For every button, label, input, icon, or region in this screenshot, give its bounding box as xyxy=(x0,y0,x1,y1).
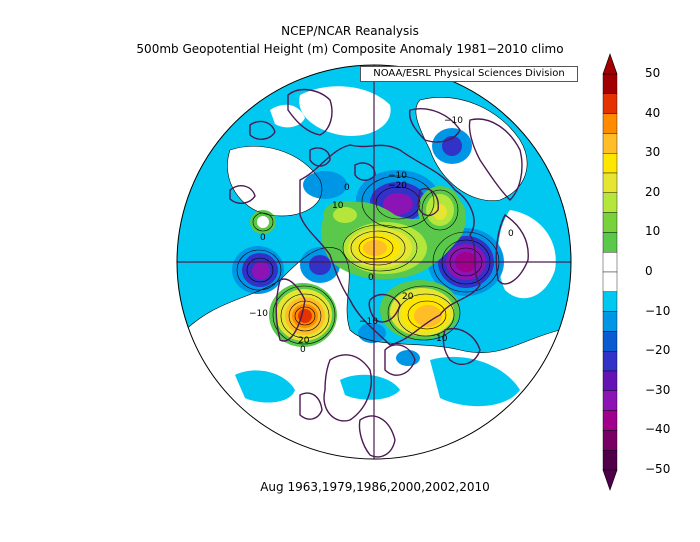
colorbar-cell xyxy=(602,271,618,292)
colorbar-cell xyxy=(602,351,618,372)
credit-box: NOAA/ESRL Physical Sciences Division xyxy=(360,66,578,82)
contour-label: 0 xyxy=(344,183,350,193)
neutral-region xyxy=(498,210,556,299)
negative-region xyxy=(340,374,400,400)
colorbar-cell xyxy=(602,331,618,352)
neutral-region xyxy=(227,146,322,216)
colorbar-bottom-arrow xyxy=(602,469,618,491)
date-label: Aug 1963,1979,1986,2000,2002,2010 xyxy=(260,480,490,494)
contour-label: −10 xyxy=(359,317,378,327)
colorbar-top-arrow xyxy=(602,53,618,75)
colorbar-tick-label: 20 xyxy=(645,184,661,199)
colorbar-cell xyxy=(602,93,618,114)
colorbar-tick-label: −50 xyxy=(645,462,671,476)
colorbar-cell xyxy=(602,212,618,233)
colorbar-tick-label: 0 xyxy=(645,264,653,278)
contour-label: 10 xyxy=(332,201,344,211)
high-anomaly-siberia xyxy=(380,280,460,340)
negative-region xyxy=(430,356,520,407)
colorbar-cell xyxy=(602,370,618,391)
contour-label: 0 xyxy=(260,233,266,243)
colorbar-tick-label: 40 xyxy=(645,105,661,120)
contour-label: −10 xyxy=(388,171,407,181)
colorbar-cell xyxy=(602,311,618,332)
colorbar-tick-label: 30 xyxy=(645,145,661,160)
colorbar-tick-label: 10 xyxy=(645,224,661,239)
colorbar-tick-label: −30 xyxy=(645,382,671,397)
contour-label: 20 xyxy=(402,292,414,302)
colorbar-tick-label: 50 xyxy=(645,66,661,80)
low-anomaly-north-pacific xyxy=(432,128,472,164)
contour-label: 0 xyxy=(368,273,374,283)
colorbar-cell xyxy=(602,390,618,411)
chart-title: NCEP/NCAR Reanalysis xyxy=(281,24,419,38)
chart-subtitle: 500mb Geopotential Height (m) Composite … xyxy=(136,42,564,56)
colorbar xyxy=(602,53,618,491)
map-boundary xyxy=(176,64,572,460)
high-anomaly-greenland xyxy=(323,201,367,229)
coastlines xyxy=(229,88,529,458)
neutral-region xyxy=(270,104,305,128)
colorbar-tick-label: −20 xyxy=(645,343,671,358)
high-anomaly-pacific-isle xyxy=(250,210,276,234)
colorbar-cell xyxy=(602,450,618,471)
negative-region xyxy=(235,370,295,403)
colorbar-cell xyxy=(602,133,618,154)
colorbar-cell xyxy=(602,172,618,193)
colorbar-cell xyxy=(602,113,618,134)
contour-label: 0 xyxy=(300,345,306,355)
colorbar-cell xyxy=(602,232,618,253)
contour-label: 20 xyxy=(298,336,310,346)
contour-label: −20 xyxy=(388,181,407,191)
high-anomaly-scandinavia xyxy=(418,186,462,234)
contour-label: 10 xyxy=(436,334,448,344)
colorbar-cell xyxy=(602,251,618,273)
colorbar-tick-label: −10 xyxy=(645,303,671,318)
colorbar-cell xyxy=(602,73,618,94)
colorbar-cell xyxy=(602,152,618,174)
colorbar-cells xyxy=(602,73,618,471)
colorbar-tick-label: −40 xyxy=(645,422,671,437)
colorbar-cell xyxy=(602,410,618,431)
low-anomaly-west xyxy=(232,246,284,294)
colorbar-cell xyxy=(602,430,618,451)
colorbar-cell xyxy=(602,192,618,213)
contour-label: −10 xyxy=(249,309,268,319)
contour-label: −10 xyxy=(444,116,463,126)
low-anomaly-greenland xyxy=(303,171,347,199)
contour-label: 0 xyxy=(508,229,514,239)
neutral-region xyxy=(299,86,391,136)
colorbar-cell xyxy=(602,291,618,312)
